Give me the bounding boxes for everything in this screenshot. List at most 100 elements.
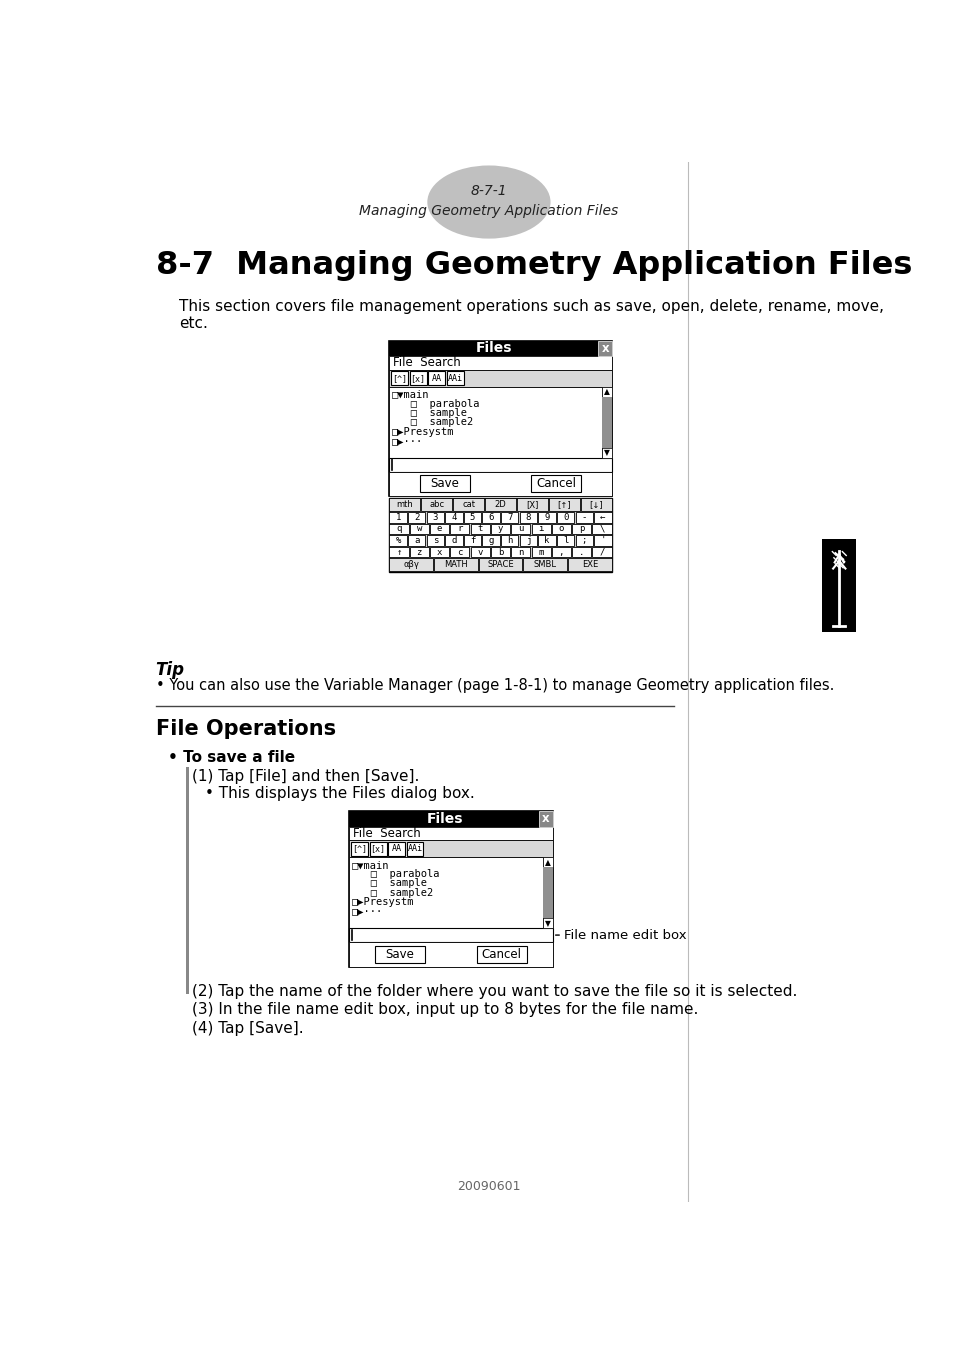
Text: □  sample: □ sample bbox=[392, 408, 466, 418]
Text: w: w bbox=[416, 524, 421, 533]
Bar bbox=[426, 536, 443, 545]
Bar bbox=[572, 547, 591, 558]
Bar bbox=[351, 842, 368, 856]
Text: Files: Files bbox=[476, 342, 512, 355]
Text: .: . bbox=[578, 548, 584, 556]
Text: ;: ; bbox=[581, 536, 586, 545]
Text: □  parabola: □ parabola bbox=[392, 398, 479, 409]
Text: y: y bbox=[497, 524, 502, 533]
Text: s: s bbox=[433, 536, 437, 545]
Bar bbox=[557, 536, 574, 545]
Text: ▼: ▼ bbox=[544, 918, 550, 927]
Bar bbox=[445, 536, 462, 545]
Text: f: f bbox=[470, 536, 475, 545]
Bar bbox=[446, 371, 463, 385]
Text: etc.: etc. bbox=[179, 316, 208, 331]
Bar bbox=[445, 512, 462, 522]
Text: x: x bbox=[541, 813, 549, 825]
Text: o: o bbox=[558, 524, 563, 533]
Bar bbox=[389, 559, 433, 571]
Bar bbox=[598, 340, 612, 356]
Text: SMBL: SMBL bbox=[533, 560, 556, 570]
Text: AA: AA bbox=[391, 844, 401, 853]
Bar bbox=[389, 471, 612, 497]
Text: □▶···: □▶··· bbox=[392, 437, 423, 447]
Text: αβγ: αβγ bbox=[403, 560, 418, 570]
Text: Cancel: Cancel bbox=[481, 948, 521, 961]
Bar bbox=[349, 826, 552, 840]
Bar bbox=[409, 371, 426, 385]
Text: 6: 6 bbox=[488, 513, 494, 522]
Bar bbox=[538, 811, 552, 826]
Text: m: m bbox=[537, 548, 543, 556]
Bar bbox=[580, 498, 611, 510]
Bar bbox=[511, 524, 530, 535]
Text: 1: 1 bbox=[395, 513, 400, 522]
Bar bbox=[542, 857, 552, 929]
Bar bbox=[531, 524, 550, 535]
Bar bbox=[476, 946, 526, 963]
Text: Managing Geometry Application Files: Managing Geometry Application Files bbox=[359, 204, 618, 219]
Text: File  Search: File Search bbox=[353, 828, 420, 840]
Bar bbox=[491, 547, 510, 558]
Text: n: n bbox=[517, 548, 523, 556]
Text: [^]: [^] bbox=[352, 844, 367, 853]
Text: Files: Files bbox=[426, 811, 462, 826]
Bar bbox=[478, 559, 521, 571]
Bar bbox=[349, 929, 552, 942]
Bar bbox=[500, 536, 517, 545]
Bar bbox=[601, 387, 612, 458]
Text: □  parabola: □ parabola bbox=[352, 869, 439, 879]
Bar bbox=[537, 536, 555, 545]
Bar bbox=[409, 547, 428, 558]
Text: i: i bbox=[537, 524, 543, 533]
Bar bbox=[491, 524, 510, 535]
Text: r: r bbox=[456, 524, 462, 533]
Bar bbox=[594, 512, 611, 522]
Bar bbox=[389, 356, 612, 370]
Text: 3: 3 bbox=[433, 513, 437, 522]
Text: [X]: [X] bbox=[526, 500, 538, 509]
Bar bbox=[430, 524, 449, 535]
Text: x: x bbox=[600, 342, 608, 355]
Bar bbox=[551, 524, 570, 535]
Text: h: h bbox=[507, 536, 512, 545]
Bar bbox=[548, 498, 579, 510]
Bar bbox=[389, 498, 612, 571]
Text: □▶···: □▶··· bbox=[352, 907, 383, 918]
Bar bbox=[389, 524, 408, 535]
Text: File Operations: File Operations bbox=[155, 720, 335, 740]
Bar bbox=[349, 942, 552, 967]
Bar bbox=[542, 867, 552, 918]
Bar bbox=[470, 547, 489, 558]
Text: • To save a file: • To save a file bbox=[168, 751, 294, 765]
Bar bbox=[389, 340, 612, 497]
Text: /: / bbox=[598, 548, 604, 556]
Text: ▲: ▲ bbox=[544, 857, 550, 867]
Text: □▶Presystm: □▶Presystm bbox=[392, 427, 454, 436]
Bar bbox=[575, 512, 592, 522]
Bar bbox=[594, 536, 611, 545]
Text: (2) Tap the name of the folder where you want to save the file so it is selected: (2) Tap the name of the folder where you… bbox=[193, 984, 797, 999]
Text: c: c bbox=[456, 548, 462, 556]
Bar bbox=[517, 498, 547, 510]
Bar bbox=[389, 547, 408, 558]
Text: Save: Save bbox=[385, 948, 414, 961]
Text: 9: 9 bbox=[544, 513, 549, 522]
Bar bbox=[408, 512, 425, 522]
Bar bbox=[519, 536, 537, 545]
Bar bbox=[523, 559, 566, 571]
Text: q: q bbox=[395, 524, 401, 533]
Text: 0: 0 bbox=[562, 513, 568, 522]
Text: j: j bbox=[525, 536, 531, 545]
Bar bbox=[389, 498, 419, 510]
Bar bbox=[482, 512, 499, 522]
Text: cat: cat bbox=[461, 500, 475, 509]
Bar bbox=[406, 842, 423, 856]
Text: [↑]: [↑] bbox=[557, 500, 571, 509]
Bar bbox=[821, 539, 856, 632]
Bar bbox=[349, 840, 552, 857]
Bar bbox=[421, 498, 452, 510]
Bar bbox=[409, 524, 428, 535]
Text: File name edit box: File name edit box bbox=[563, 929, 685, 941]
